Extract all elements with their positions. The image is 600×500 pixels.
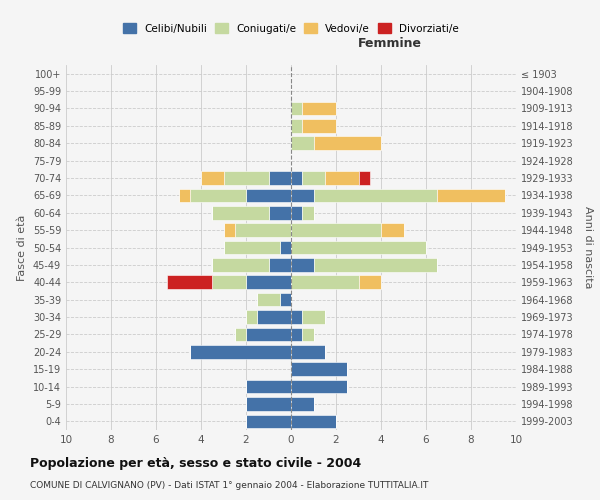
Bar [223, 240, 280, 254]
Bar [246, 276, 291, 289]
Bar [314, 258, 437, 272]
Bar [291, 102, 302, 115]
Bar [235, 328, 246, 341]
Bar [246, 414, 291, 428]
Bar [246, 328, 291, 341]
Bar [223, 171, 269, 185]
Bar [325, 171, 359, 185]
Bar [235, 224, 291, 237]
Bar [269, 206, 291, 220]
Bar [291, 188, 314, 202]
Bar [246, 397, 291, 410]
Bar [291, 310, 302, 324]
Bar [314, 188, 437, 202]
Bar [291, 136, 314, 150]
Bar [291, 328, 302, 341]
Bar [437, 188, 505, 202]
Bar [201, 171, 223, 185]
Y-axis label: Anni di nascita: Anni di nascita [583, 206, 593, 289]
Bar [291, 119, 302, 132]
Bar [212, 258, 269, 272]
Bar [212, 206, 269, 220]
Bar [257, 310, 291, 324]
Bar [291, 362, 347, 376]
Bar [291, 171, 302, 185]
Bar [291, 206, 302, 220]
Bar [359, 276, 381, 289]
Bar [291, 345, 325, 358]
Text: COMUNE DI CALVIGNANO (PV) - Dati ISTAT 1° gennaio 2004 - Elaborazione TUTTITALIA: COMUNE DI CALVIGNANO (PV) - Dati ISTAT 1… [30, 481, 428, 490]
Text: Popolazione per età, sesso e stato civile - 2004: Popolazione per età, sesso e stato civil… [30, 458, 361, 470]
Text: Femmine: Femmine [358, 38, 422, 51]
Bar [291, 380, 347, 394]
Bar [302, 119, 336, 132]
Bar [179, 188, 190, 202]
Bar [302, 206, 314, 220]
Bar [302, 171, 325, 185]
Bar [381, 224, 404, 237]
Bar [190, 345, 291, 358]
Bar [291, 258, 314, 272]
Bar [291, 414, 336, 428]
Bar [359, 171, 370, 185]
Bar [257, 293, 280, 306]
Bar [314, 136, 381, 150]
Bar [280, 240, 291, 254]
Bar [302, 102, 336, 115]
Bar [246, 188, 291, 202]
Bar [291, 224, 381, 237]
Bar [291, 276, 359, 289]
Bar [269, 171, 291, 185]
Bar [190, 188, 246, 202]
Bar [246, 310, 257, 324]
Bar [269, 258, 291, 272]
Y-axis label: Fasce di età: Fasce di età [17, 214, 27, 280]
Bar [291, 397, 314, 410]
Bar [167, 276, 212, 289]
Bar [246, 380, 291, 394]
Bar [223, 224, 235, 237]
Legend: Celibi/Nubili, Coniugati/e, Vedovi/e, Divorziati/e: Celibi/Nubili, Coniugati/e, Vedovi/e, Di… [119, 19, 463, 38]
Bar [302, 310, 325, 324]
Bar [302, 328, 314, 341]
Bar [280, 293, 291, 306]
Bar [212, 276, 246, 289]
Bar [291, 240, 426, 254]
